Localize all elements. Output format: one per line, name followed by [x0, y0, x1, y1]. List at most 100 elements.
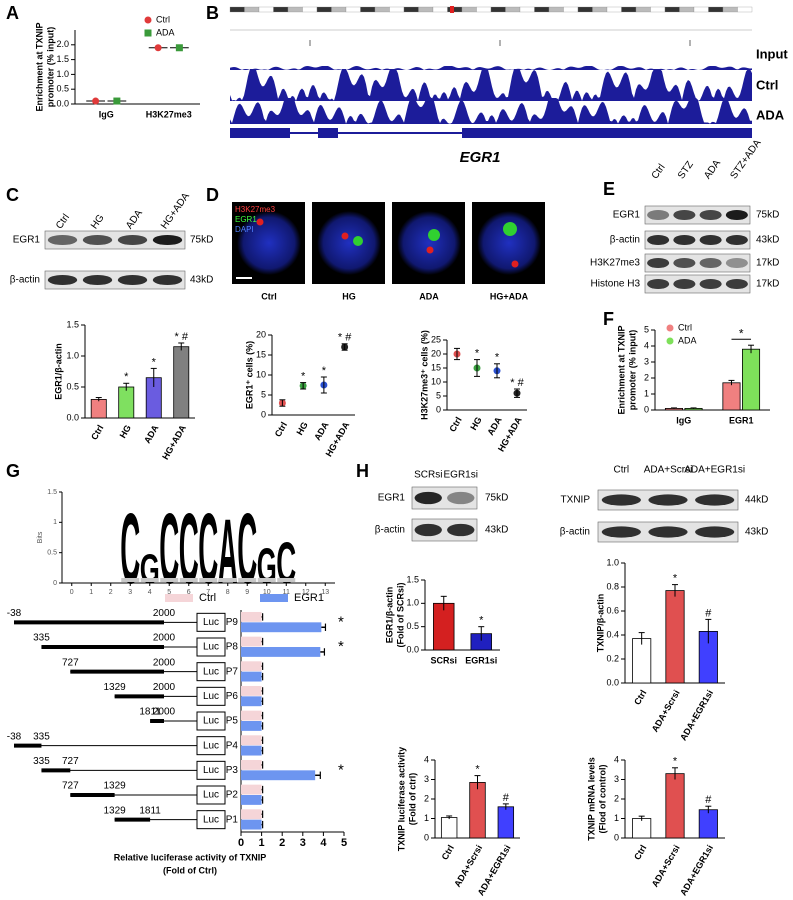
- luc-label: Luc: [203, 666, 219, 677]
- logo-letter: C: [120, 493, 140, 605]
- x-tick-label: ADA+Scrsi: [650, 843, 682, 889]
- y-tick-label: 3: [644, 356, 649, 366]
- significance: * #: [510, 377, 524, 389]
- band: [117, 274, 148, 286]
- x-tick-label: 5: [167, 589, 171, 596]
- ideogram-band: [374, 6, 390, 13]
- ideogram-band: [345, 6, 361, 13]
- bar: [497, 806, 515, 839]
- red-focus: [341, 232, 349, 240]
- bar: [241, 809, 262, 820]
- legend-marker: [144, 29, 152, 37]
- bar: [241, 721, 262, 731]
- logo-letter: C: [159, 493, 179, 605]
- x-tick-label: Ctrl: [632, 843, 648, 861]
- x-tick-label: 12: [302, 589, 310, 596]
- bar: [241, 685, 262, 696]
- y-tick-label: 5: [644, 324, 649, 334]
- y-axis-label: TXNIP/β-actin: [595, 594, 605, 653]
- ideogram-band: [476, 6, 492, 13]
- y-tick-label: 0.0: [66, 412, 79, 422]
- nucleus: [397, 211, 461, 275]
- y-tick-label: 5: [436, 390, 441, 400]
- significance: *: [301, 371, 306, 383]
- blot-strip: [644, 274, 751, 294]
- y-tick-label: P8: [226, 642, 239, 653]
- construct-end: 2000: [153, 633, 176, 644]
- x-tick-label: Ctrl: [273, 420, 289, 438]
- significance: *: [495, 352, 500, 364]
- lane-label: ADA: [124, 208, 145, 231]
- ideogram-band: [490, 6, 506, 13]
- ideogram-band: [737, 6, 753, 13]
- protein-label: H3K27me3: [590, 258, 640, 269]
- ideogram-band: [650, 6, 666, 13]
- bar: [665, 773, 685, 839]
- blot-strip: [44, 230, 186, 250]
- y-axis-label: promoter (% input): [45, 27, 55, 108]
- lane-label: Ctrl: [650, 162, 668, 181]
- blot-strip: [44, 270, 186, 290]
- y-tick-label: P9: [226, 617, 239, 628]
- significance: #: [705, 607, 712, 619]
- ideogram-band: [693, 6, 709, 13]
- x-tick-label: Ctrl: [447, 415, 463, 433]
- logo-noise: [257, 578, 276, 582]
- y-tick-label: 0.0: [406, 644, 419, 654]
- legend-label: Ctrl: [156, 14, 170, 24]
- y-tick-label: 15: [256, 349, 266, 359]
- y-tick-label: 0.2: [606, 653, 619, 663]
- exon: [318, 128, 338, 138]
- significance: *: [152, 356, 157, 368]
- y-axis-label: EGR1⁺ cells (%): [244, 341, 254, 409]
- luc-label: Luc: [203, 814, 219, 825]
- construct-start: -38: [7, 731, 22, 742]
- ideogram-band: [229, 6, 245, 13]
- protein-label: β-actin: [375, 525, 405, 536]
- y-tick-label: 0.8: [606, 581, 619, 591]
- ideogram-band: [505, 6, 521, 13]
- size-label: 43kD: [756, 235, 779, 246]
- legend-marker: [165, 594, 193, 602]
- luc-box: [196, 612, 226, 632]
- logo-noise: [199, 578, 218, 582]
- ideogram-band: [664, 6, 680, 13]
- ideogram-band: [519, 6, 535, 13]
- y-tick-label: P4: [226, 740, 239, 751]
- y-tick-label: 0.0: [56, 98, 69, 108]
- band: [648, 526, 688, 538]
- construct-end: 2000: [153, 707, 176, 718]
- nucleus: [317, 211, 381, 275]
- ideogram-band: [331, 6, 347, 13]
- y-tick-label: 1: [644, 388, 649, 398]
- panel-label: H: [356, 461, 369, 481]
- ideogram-band: [635, 6, 651, 13]
- logo-letter: C: [237, 493, 257, 605]
- luc-box: [196, 662, 226, 682]
- construct-end: 2000: [153, 657, 176, 668]
- lane-label: ADA: [702, 158, 723, 181]
- x-tick-label: EGR1si: [465, 655, 497, 665]
- panel-label: E: [603, 179, 615, 199]
- bar: [241, 622, 322, 633]
- stain-label: H3K27me3: [235, 205, 276, 214]
- y-tick-label: 1.5: [406, 574, 419, 584]
- luc-box: [196, 736, 226, 756]
- luc-label: Luc: [203, 642, 219, 653]
- x-tick-label: 0: [70, 589, 74, 596]
- condition-label: Ctrl: [261, 291, 277, 301]
- y-tick-label: 4: [424, 754, 429, 764]
- x-tick-label: ADA: [312, 420, 331, 442]
- y-tick-label: P5: [226, 716, 239, 727]
- bar: [469, 782, 486, 839]
- x-tick-label: HG: [468, 415, 483, 432]
- size-label: 43kD: [190, 275, 213, 286]
- lane-label: Ctrl: [54, 212, 72, 231]
- bar: [241, 819, 262, 830]
- y-tick-label: P1: [226, 814, 239, 825]
- significance: *: [479, 615, 484, 627]
- bar: [722, 382, 741, 411]
- x-tick-label: 1: [259, 837, 265, 849]
- luc-label: Luc: [203, 691, 219, 702]
- legend-marker: [260, 594, 288, 602]
